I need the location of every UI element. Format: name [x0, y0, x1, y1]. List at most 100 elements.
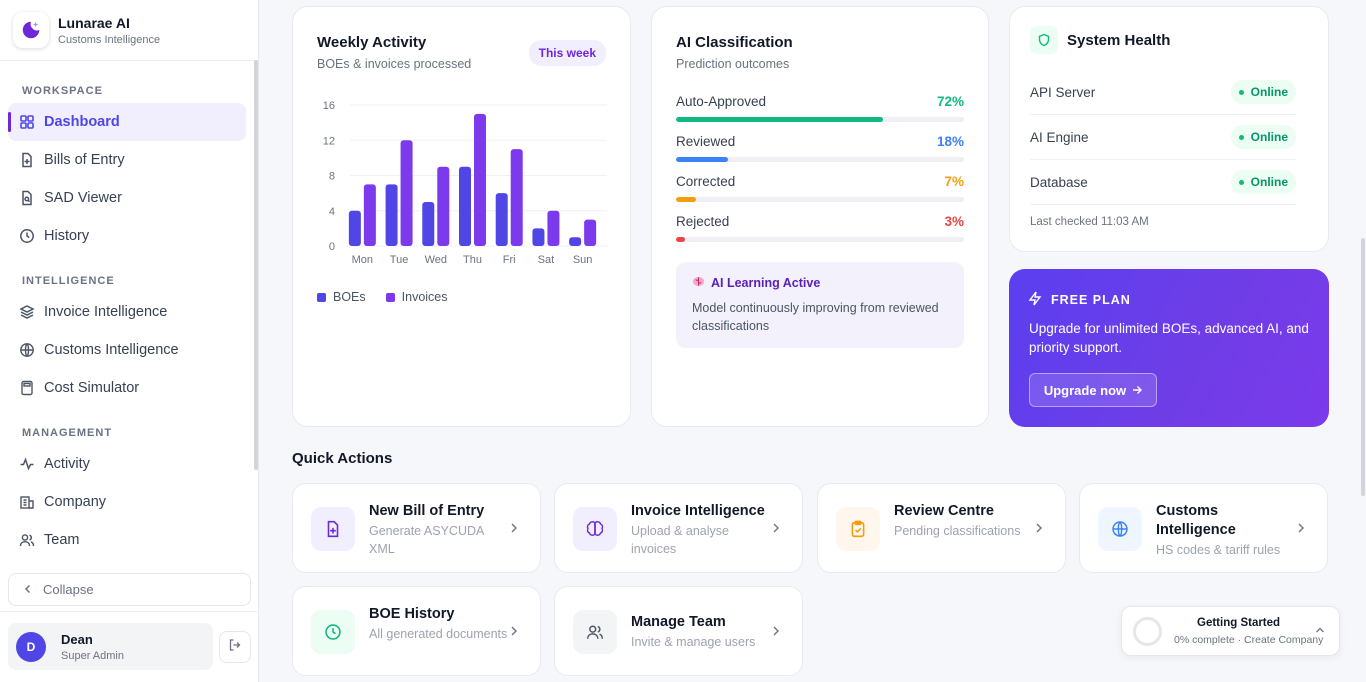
- status-badge: Online: [1230, 80, 1296, 104]
- x-tick-label: Fri: [503, 254, 516, 266]
- layers-icon: [18, 303, 36, 321]
- bar-invoices-sun: [584, 219, 597, 246]
- sidebar-item-label: Cost Simulator: [44, 380, 140, 396]
- quick-action-subtitle: All generated documents: [369, 627, 508, 641]
- row-label: Rejected: [676, 214, 730, 229]
- period-filter[interactable]: This week: [528, 40, 606, 66]
- quick-action-customs-intelligence[interactable]: Customs Intelligence HS codes & tariff r…: [1079, 483, 1328, 573]
- sidebar-item-customs-intelligence[interactable]: Customs Intelligence: [8, 331, 246, 369]
- quick-action-manage-team[interactable]: Manage Team Invite & manage users: [554, 586, 803, 676]
- user-card[interactable]: D Dean Super Admin: [8, 623, 213, 670]
- quick-action-subtitle: HS codes & tariff rules: [1156, 543, 1281, 557]
- brain-icon: [573, 507, 617, 551]
- progress-track: [676, 157, 964, 162]
- health-label: API Server: [1030, 84, 1096, 100]
- ai-classification-card: AI Classification Prediction outcomes Au…: [651, 6, 989, 427]
- y-tick-label: 12: [323, 135, 335, 147]
- sidebar-item-company[interactable]: Company: [8, 483, 246, 521]
- sidebar-item-team[interactable]: Team: [8, 521, 246, 559]
- weekly-title: Weekly Activity: [317, 34, 427, 51]
- sidebar-item-cost-simulator[interactable]: Cost Simulator: [8, 369, 246, 407]
- sidebar-item-history[interactable]: History: [8, 217, 246, 255]
- system-health-card: System Health API Server Online AI Engin…: [1009, 6, 1329, 252]
- quick-action-subtitle: Generate ASYCUDA XML: [369, 524, 484, 556]
- quick-action-invoice-intelligence[interactable]: Invoice Intelligence Upload & analyse in…: [554, 483, 803, 573]
- classification-row-rejected: Rejected 3%: [676, 214, 964, 242]
- chevron-left-icon: [23, 582, 33, 597]
- chevron-right-icon: [1036, 523, 1042, 533]
- upgrade-button[interactable]: Upgrade now: [1029, 373, 1157, 407]
- legend-swatch-invoices: [385, 292, 395, 302]
- brand-subtitle: Customs Intelligence: [58, 33, 161, 46]
- quick-action-name: New Bill of Entry: [369, 503, 485, 519]
- sidebar-item-sad-viewer[interactable]: SAD Viewer: [8, 179, 246, 217]
- sidebar-scrollbar[interactable]: [254, 60, 258, 470]
- clock-icon: [18, 227, 36, 245]
- sidebar-item-label: SAD Viewer: [44, 190, 122, 206]
- quick-action-name: Review Centre: [894, 503, 994, 519]
- bar-invoices-mon: [363, 184, 376, 246]
- user-panel: D Dean Super Admin: [0, 611, 259, 682]
- progress-fill: [676, 237, 685, 242]
- clipboard-check-icon: [836, 507, 880, 551]
- x-tick-label: Tue: [390, 254, 409, 266]
- progress-track: [676, 117, 964, 122]
- getting-started-subtitle: 0% complete · Create Company: [1174, 634, 1324, 646]
- bar-invoices-wed: [437, 166, 450, 246]
- chevron-up-icon[interactable]: [1315, 626, 1325, 634]
- sidebar-item-activity[interactable]: Activity: [8, 445, 246, 483]
- status-badge: Online: [1230, 125, 1296, 149]
- classification-subtitle: Prediction outcomes: [676, 57, 790, 71]
- progress-fill: [676, 197, 697, 202]
- section-management: MANAGEMENT: [22, 427, 113, 439]
- upgrade-label: Upgrade now: [1043, 382, 1127, 398]
- progress-ring: [1133, 617, 1162, 646]
- row-percent: 3%: [944, 214, 964, 229]
- sidebar: Lunarae AI Customs Intelligence WORKSPAC…: [0, 0, 259, 682]
- sidebar-item-label: History: [44, 228, 90, 244]
- y-tick-label: 8: [329, 171, 335, 183]
- classification-title: AI Classification: [676, 34, 793, 51]
- sidebar-item-dashboard[interactable]: Dashboard: [8, 103, 246, 141]
- health-row-database: Database Online: [1030, 160, 1296, 205]
- quick-action-boe-history[interactable]: BOE History All generated documents: [292, 586, 541, 676]
- bar-invoices-sat: [547, 210, 560, 246]
- last-checked: Last checked 11:03 AM: [1030, 216, 1149, 228]
- y-tick-label: 4: [329, 206, 335, 218]
- sidebar-item-invoice-intelligence[interactable]: Invoice Intelligence: [8, 293, 246, 331]
- weekly-activity-card: Weekly Activity BOEs & invoices processe…: [292, 6, 631, 427]
- row-label: Reviewed: [676, 134, 736, 149]
- quick-action-name: Invoice Intelligence: [631, 503, 765, 519]
- logout-icon: [228, 638, 242, 657]
- user-name: Dean: [61, 631, 93, 647]
- collapse-label: Collapse: [43, 582, 94, 597]
- collapse-button[interactable]: Collapse: [8, 573, 251, 606]
- x-tick-label: Sat: [538, 254, 555, 266]
- logout-button[interactable]: [219, 631, 251, 663]
- weekly-subtitle: BOEs & invoices processed: [317, 57, 472, 71]
- calculator-icon: [18, 379, 36, 397]
- shield-icon: [1030, 26, 1058, 54]
- bar-invoices-fri: [510, 149, 523, 246]
- sidebar-item-bills-of-entry[interactable]: Bills of Entry: [8, 141, 246, 179]
- progress-fill: [676, 117, 884, 122]
- quick-action-review-centre[interactable]: Review Centre Pending classifications: [817, 483, 1066, 573]
- bar-boes-wed: [422, 201, 435, 246]
- health-row-ai-engine: AI Engine Online: [1030, 115, 1296, 160]
- y-tick-label: 0: [329, 241, 335, 253]
- getting-started-widget[interactable]: Getting Started 0% complete · Create Com…: [1121, 606, 1340, 656]
- file-plus-icon: [311, 507, 355, 551]
- file-plus-icon: [18, 151, 36, 169]
- status-text: Online: [1250, 85, 1288, 99]
- moon-logo-icon: [13, 12, 49, 48]
- progress-fill: [676, 157, 728, 162]
- globe-icon: [1098, 507, 1142, 551]
- row-percent: 7%: [944, 174, 964, 189]
- globe-icon: [18, 341, 36, 359]
- main-scrollbar[interactable]: [1361, 238, 1365, 496]
- chevron-right-icon: [773, 523, 779, 533]
- sidebar-item-label: Activity: [44, 456, 90, 472]
- quick-action-new-bill-of-entry[interactable]: New Bill of Entry Generate ASYCUDA XML: [292, 483, 541, 573]
- quick-action-subtitle: Invite & manage users: [631, 635, 756, 649]
- classification-row-reviewed: Reviewed 18%: [676, 134, 964, 162]
